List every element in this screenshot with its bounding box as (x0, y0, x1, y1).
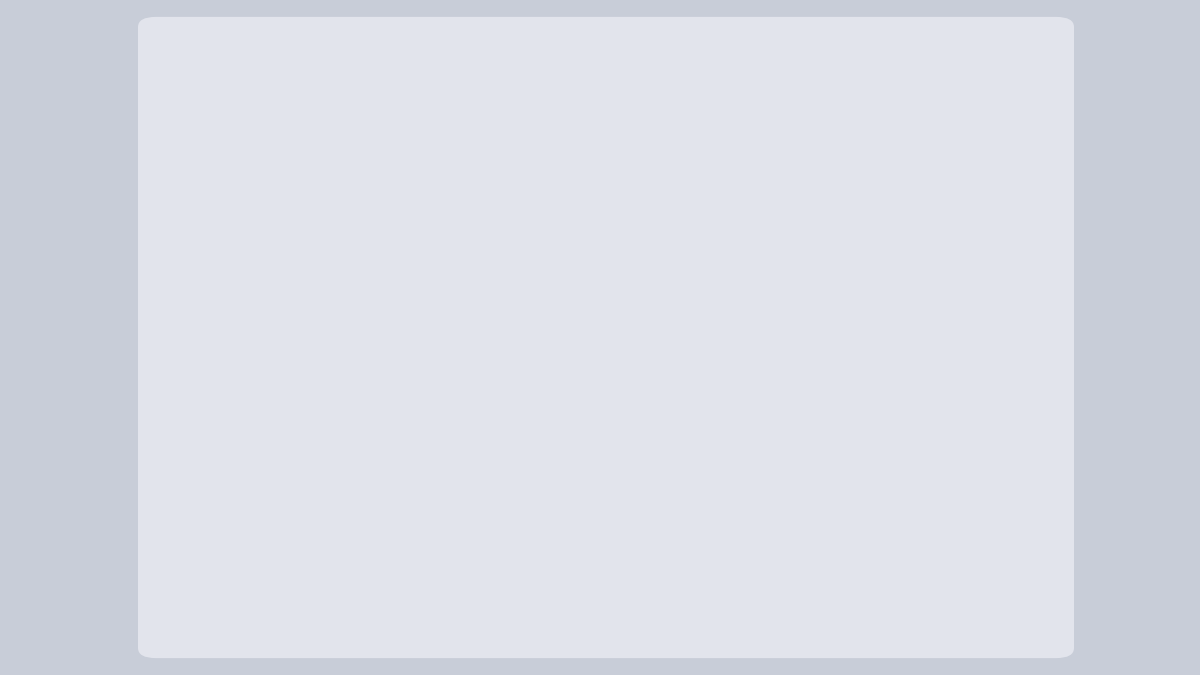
Text: (3S)-3-methyl-5-hexen-3-ol: (3S)-3-methyl-5-hexen-3-ol (215, 475, 512, 495)
Text: (3R)-3-methyl-5-hexen-3-ol: (3R)-3-methyl-5-hexen-3-ol (215, 533, 514, 553)
Text: CH$_2$: CH$_2$ (808, 223, 853, 247)
Text: HO: HO (440, 158, 480, 182)
Text: (2R)-3-methyl-5-hexen-3-ol: (2R)-3-methyl-5-hexen-3-ol (215, 418, 514, 437)
Text: H$_3$C: H$_3$C (286, 303, 332, 327)
Text: (2S)-3-methyl-5-hexen-3-ol: (2S)-3-methyl-5-hexen-3-ol (215, 591, 512, 610)
Text: The name for the following compound is *: The name for the following compound is * (175, 45, 668, 65)
Text: CH$_3$: CH$_3$ (532, 385, 578, 408)
